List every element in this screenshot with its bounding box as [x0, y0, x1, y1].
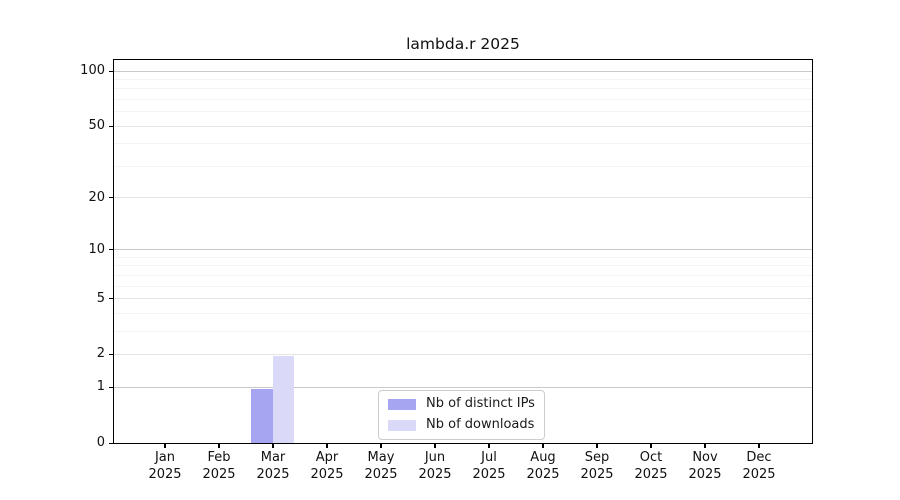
x-tick-mark — [326, 444, 328, 448]
y-tick-label: 0 — [96, 435, 105, 450]
grid-layer — [114, 60, 812, 443]
legend-swatch-nb-of-downloads — [388, 419, 416, 431]
gridline-minor — [114, 312, 812, 314]
x-tick-label: Jun 2025 — [418, 450, 452, 482]
gridline-minor — [114, 143, 812, 145]
y-tick-mark — [109, 298, 113, 300]
y-tick-label: 10 — [88, 241, 105, 257]
y-tick-mark — [109, 386, 113, 388]
gridline-minor — [114, 285, 812, 287]
x-tick-label: Oct 2025 — [634, 450, 668, 482]
y-tick-label: 2 — [96, 346, 105, 362]
legend-row: Nb of distinct IPs — [388, 396, 535, 412]
gridline-minor — [114, 78, 812, 80]
y-tick-label: 20 — [88, 189, 105, 205]
gridline-major — [114, 70, 812, 72]
x-tick-mark — [650, 444, 652, 448]
x-tick-label: Nov 2025 — [688, 450, 722, 482]
gridline-major — [114, 298, 812, 300]
gridline-minor — [114, 88, 812, 90]
x-tick-label: Aug 2025 — [526, 450, 560, 482]
y-tick-label: 100 — [80, 63, 105, 79]
x-tick-mark — [542, 444, 544, 448]
gridline-major — [114, 125, 812, 127]
x-tick-label: Mar 2025 — [256, 450, 290, 482]
x-tick-label: Jan 2025 — [148, 450, 182, 482]
gridline-minor — [114, 256, 812, 258]
x-tick-mark — [218, 444, 220, 448]
gridline-minor — [114, 98, 812, 100]
legend-label: Nb of downloads — [426, 417, 535, 432]
y-tick-mark — [109, 197, 113, 199]
gridline-minor — [114, 274, 812, 276]
y-tick-mark — [109, 249, 113, 251]
gridline-minor — [114, 165, 812, 167]
x-tick-label: Feb 2025 — [202, 450, 236, 482]
x-tick-label: Dec 2025 — [742, 450, 776, 482]
y-tick-mark — [109, 353, 113, 356]
x-tick-label: May 2025 — [364, 450, 398, 482]
legend: Nb of distinct IPs Nb of downloads — [378, 390, 545, 440]
y-tick-mark — [109, 125, 113, 127]
y-tick-label: 50 — [88, 118, 105, 134]
gridline-minor — [114, 111, 812, 113]
gridline-major — [114, 249, 812, 251]
bar-nb-of-downloads — [272, 355, 294, 443]
x-tick-mark — [164, 444, 166, 448]
legend-swatch-nb-of-distinct-ips — [388, 398, 416, 410]
y-tick-mark — [109, 442, 113, 444]
bars-layer — [114, 60, 812, 443]
x-tick-mark — [272, 444, 274, 448]
x-tick-label: Apr 2025 — [310, 450, 344, 482]
bar-nb-of-distinct-ips — [251, 388, 273, 443]
legend-row: Nb of downloads — [388, 417, 535, 433]
gridline-minor — [114, 330, 812, 332]
y-tick-label: 1 — [96, 379, 105, 395]
x-tick-mark — [380, 444, 382, 448]
gridline-major — [114, 386, 812, 388]
gridline-major — [114, 197, 812, 199]
x-tick-mark — [434, 444, 436, 448]
plot-area: Nb of distinct IPs Nb of downloads — [113, 59, 813, 444]
x-tick-mark — [758, 444, 760, 448]
x-tick-mark — [596, 444, 598, 448]
x-tick-mark — [704, 444, 706, 448]
x-tick-label: Sep 2025 — [580, 450, 614, 482]
gridline-major — [114, 353, 812, 355]
y-tick-label: 5 — [96, 290, 105, 306]
x-tick-mark — [488, 444, 490, 448]
y-tick-mark — [109, 70, 113, 72]
chart-title: lambda.r 2025 — [406, 35, 520, 53]
legend-label: Nb of distinct IPs — [426, 396, 535, 411]
x-tick-label: Jul 2025 — [472, 450, 506, 482]
gridline-minor — [114, 265, 812, 267]
